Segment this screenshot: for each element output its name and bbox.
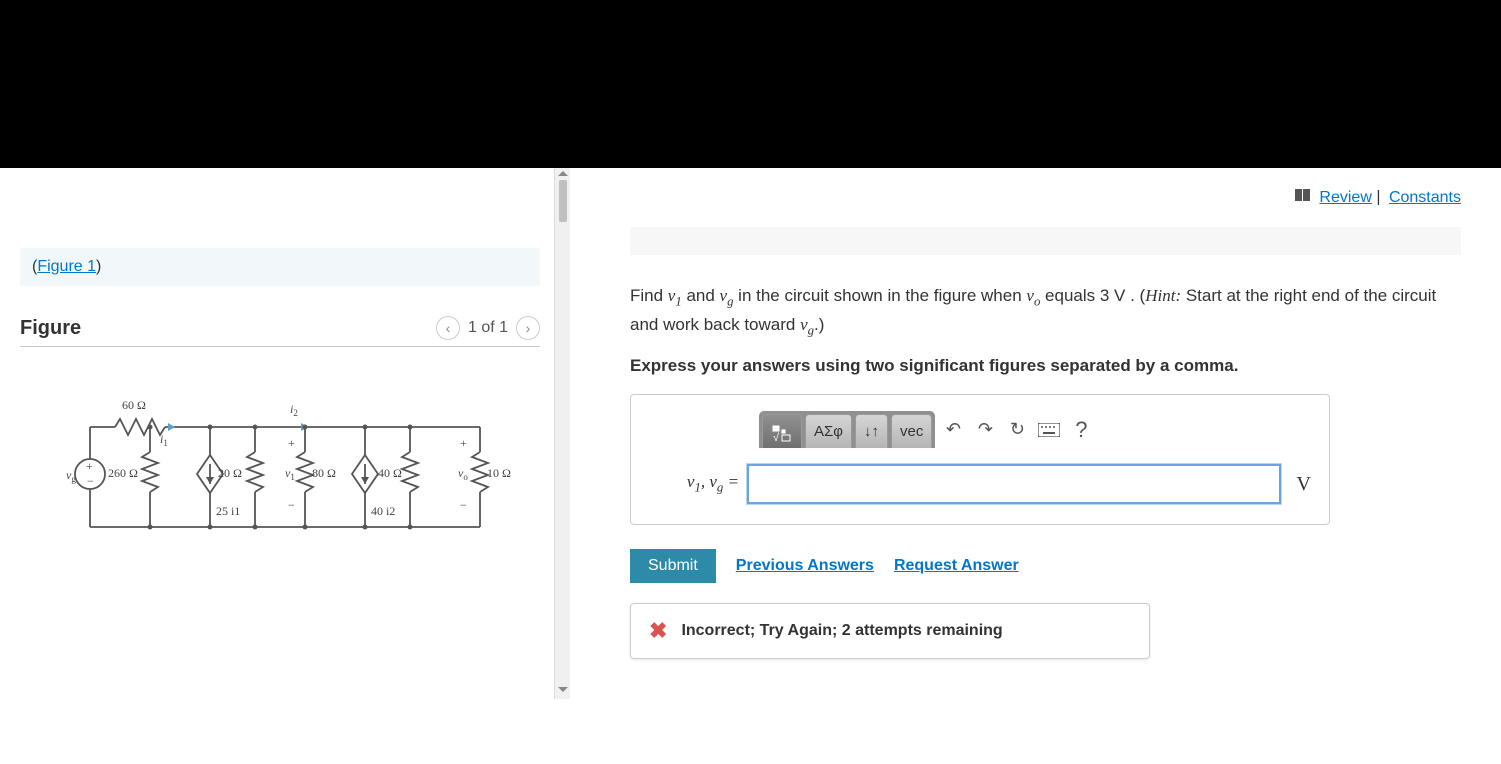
main-container: (Figure 1) Figure ‹ 1 of 1 › .wire{strok… [0, 168, 1501, 699]
svg-text:vo: vo [458, 466, 468, 482]
submit-button[interactable]: Submit [630, 549, 716, 583]
toolbar-greek-tab[interactable]: ΑΣφ [805, 414, 852, 448]
figure-title: Figure [20, 317, 81, 340]
incorrect-icon: ✖ [649, 618, 667, 644]
left-scrollbar[interactable] [554, 168, 570, 699]
circuit-diagram: .wire{stroke:#555;stroke-width:1.8;fill:… [60, 377, 520, 557]
toolbar-tabs: √ ΑΣφ ↓↑ vec [759, 411, 935, 448]
svg-text:v1: v1 [285, 466, 295, 482]
svg-text:−: − [288, 498, 295, 512]
undo-button[interactable]: ↶ [939, 416, 967, 444]
help-button[interactable]: ? [1067, 416, 1095, 444]
svg-text:+: + [460, 436, 467, 450]
svg-text:√: √ [773, 432, 780, 442]
svg-text:+: + [86, 459, 93, 473]
svg-text:80 Ω: 80 Ω [312, 466, 336, 480]
previous-answers-link[interactable]: Previous Answers [736, 557, 874, 575]
reset-button[interactable]: ↻ [1003, 416, 1031, 444]
next-figure-button[interactable]: › [516, 316, 540, 340]
booklet-icon [1295, 188, 1311, 207]
toolbar-templates-tab[interactable]: √ [762, 414, 802, 448]
svg-text:25 i1: 25 i1 [216, 504, 240, 518]
answer-instruction: Express your answers using two significa… [630, 356, 1461, 376]
sep: | [1376, 189, 1385, 206]
svg-text:40 i2: 40 i2 [371, 504, 395, 518]
svg-text:i2: i2 [290, 402, 298, 418]
svg-text:−: − [460, 498, 467, 512]
figure-link-box: (Figure 1) [20, 248, 540, 286]
answer-row: v1, vg = V [649, 464, 1311, 504]
toolbar-vec-tab[interactable]: vec [891, 414, 932, 448]
question-prompt: Find v1 and vg in the circuit shown in t… [630, 283, 1461, 340]
scroll-up-icon[interactable] [558, 171, 568, 176]
constants-link[interactable]: Constants [1389, 189, 1461, 206]
figure-header: Figure ‹ 1 of 1 › [20, 316, 540, 347]
scroll-thumb[interactable] [559, 180, 567, 222]
feedback-box: ✖ Incorrect; Try Again; 2 attempts remai… [630, 603, 1150, 659]
figure-link[interactable]: Figure 1 [37, 258, 96, 275]
request-answer-link[interactable]: Request Answer [894, 557, 1019, 575]
svg-text:10 Ω: 10 Ω [487, 466, 511, 480]
keyboard-button[interactable] [1035, 416, 1063, 444]
svg-text:260 Ω: 260 Ω [108, 466, 138, 480]
top-links: Review | Constants [630, 188, 1461, 207]
figure-nav: ‹ 1 of 1 › [436, 316, 540, 340]
answer-label: v1, vg = [649, 472, 739, 495]
answer-box: √ ΑΣφ ↓↑ vec ↶ ↷ ↻ ? v1, vg = V [630, 394, 1330, 525]
left-panel: (Figure 1) Figure ‹ 1 of 1 › .wire{strok… [0, 168, 570, 699]
review-link[interactable]: Review [1319, 189, 1371, 206]
button-row: Submit Previous Answers Request Answer [630, 549, 1461, 583]
figure-link-text: Figure 1 [37, 258, 96, 275]
equation-toolbar: √ ΑΣφ ↓↑ vec ↶ ↷ ↻ ? [759, 411, 1311, 448]
scroll-down-icon[interactable] [558, 687, 568, 692]
svg-text:20 Ω: 20 Ω [218, 466, 242, 480]
prev-figure-button[interactable]: ‹ [436, 316, 460, 340]
svg-text:+: + [288, 436, 295, 450]
redo-button[interactable]: ↷ [971, 416, 999, 444]
toolbar-arrows-tab[interactable]: ↓↑ [855, 414, 888, 448]
answer-input[interactable] [747, 464, 1281, 504]
right-panel: Review | Constants Find v1 and vg in the… [570, 168, 1501, 699]
feedback-text: Incorrect; Try Again; 2 attempts remaini… [681, 622, 1002, 640]
svg-text:i1: i1 [160, 432, 168, 448]
part-header-band [630, 227, 1461, 255]
svg-text:−: − [87, 474, 94, 488]
answer-unit: V [1297, 473, 1311, 496]
svg-text:60 Ω: 60 Ω [122, 398, 146, 412]
svg-text:40 Ω: 40 Ω [378, 466, 402, 480]
figure-count: 1 of 1 [468, 319, 508, 337]
top-black-header [0, 0, 1501, 168]
